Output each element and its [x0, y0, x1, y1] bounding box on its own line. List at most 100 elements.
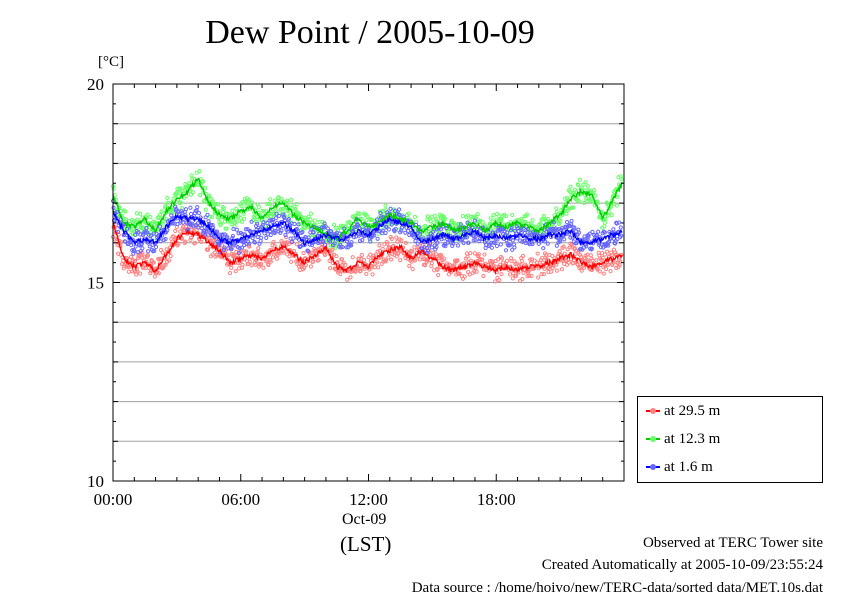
sample-point: [283, 232, 288, 238]
sample-point: [335, 260, 340, 265]
sample-point: [472, 233, 477, 238]
sample-point: [203, 207, 208, 212]
sample-point: [166, 258, 172, 263]
sample-point: [461, 240, 466, 246]
sample-point: [357, 211, 362, 217]
sample-point: [210, 200, 216, 205]
sample-point: [148, 214, 153, 220]
sample-point: [236, 231, 241, 236]
x-tick-label: 06:00: [221, 490, 260, 509]
sample-point: [549, 269, 554, 274]
sample-point: [468, 214, 474, 219]
sample-point: [138, 271, 143, 276]
sample-point: [351, 268, 356, 274]
sample-point: [540, 255, 545, 260]
sample-point: [477, 239, 482, 244]
sample-point: [368, 239, 373, 244]
sample-point: [309, 242, 315, 248]
sample-point: [205, 247, 211, 252]
sample-point: [135, 269, 140, 274]
legend-label: at 29.5 m: [664, 402, 721, 419]
sample-point: [384, 239, 389, 245]
sample-point: [153, 244, 159, 250]
sample-point: [230, 208, 235, 213]
footer-created: Created Automatically at 2005-10-09/23:5…: [541, 557, 823, 573]
sample-point: [383, 203, 388, 208]
sample-point: [242, 216, 247, 221]
sample-point: [507, 272, 513, 277]
sample-point: [311, 259, 316, 264]
sample-point: [429, 245, 434, 250]
sample-point: [268, 232, 273, 238]
sample-point: [576, 230, 581, 235]
sample-point: [296, 222, 301, 227]
sample-point: [340, 244, 345, 250]
sample-point: [316, 257, 321, 263]
sample-point: [281, 250, 286, 255]
sample-point: [442, 256, 447, 261]
sample-point: [595, 199, 600, 204]
sample-point: [333, 245, 338, 250]
sample-point: [436, 226, 441, 231]
sample-point: [458, 222, 463, 227]
sample-point: [244, 249, 249, 254]
sample-point: [412, 214, 418, 219]
sample-point: [389, 257, 394, 262]
sample-point: [210, 222, 215, 228]
sample-point: [475, 212, 480, 217]
sample-point: [222, 245, 227, 250]
sample-point: [410, 267, 415, 272]
x-tick-label: 12:00: [349, 490, 388, 509]
sample-point: [160, 250, 165, 255]
sample-point: [243, 227, 248, 232]
sample-point: [249, 219, 254, 224]
sample-point: [183, 207, 189, 212]
series-line: [112, 222, 623, 276]
x-tick-label: 00:00: [94, 490, 133, 509]
sample-point: [545, 241, 550, 246]
sample-point: [265, 220, 270, 226]
sample-point: [493, 279, 498, 284]
sample-point: [111, 205, 116, 210]
sample-point: [597, 269, 602, 274]
sample-point: [288, 202, 293, 207]
sample-point: [200, 179, 206, 184]
sample-point: [410, 249, 415, 254]
sample-point: [165, 195, 170, 201]
sample-point: [370, 272, 375, 277]
sample-point: [471, 265, 476, 270]
sample-point: [287, 254, 292, 259]
y-tick-label: 20: [87, 75, 104, 94]
sample-point: [590, 229, 595, 234]
sample-point: [380, 246, 385, 252]
sample-point: [228, 218, 233, 223]
sample-point: [452, 221, 457, 226]
sample-point: [378, 210, 383, 216]
sample-point: [576, 198, 581, 204]
sample-point: [381, 228, 386, 233]
sample-point: [471, 238, 476, 243]
sample-point: [246, 235, 251, 240]
sample-point: [570, 244, 575, 249]
sample-point: [279, 238, 284, 244]
sample-point: [581, 200, 587, 205]
sample-point: [391, 244, 396, 249]
sample-point: [199, 239, 204, 245]
sample-point: [342, 226, 347, 231]
sample-point: [272, 230, 277, 236]
sample-point: [232, 255, 237, 260]
sample-point: [557, 217, 562, 222]
sample-point: [541, 213, 546, 219]
sample-point: [385, 241, 390, 246]
sample-point: [550, 253, 555, 259]
sample-point: [358, 268, 363, 274]
sample-point: [375, 249, 380, 254]
sample-point: [189, 173, 194, 178]
sample-point: [163, 236, 168, 242]
sample-point: [562, 237, 567, 242]
sample-point: [581, 265, 587, 270]
sample-point: [564, 219, 570, 225]
sample-point: [460, 236, 465, 242]
sample-point: [144, 225, 149, 231]
sample-point: [520, 277, 525, 282]
